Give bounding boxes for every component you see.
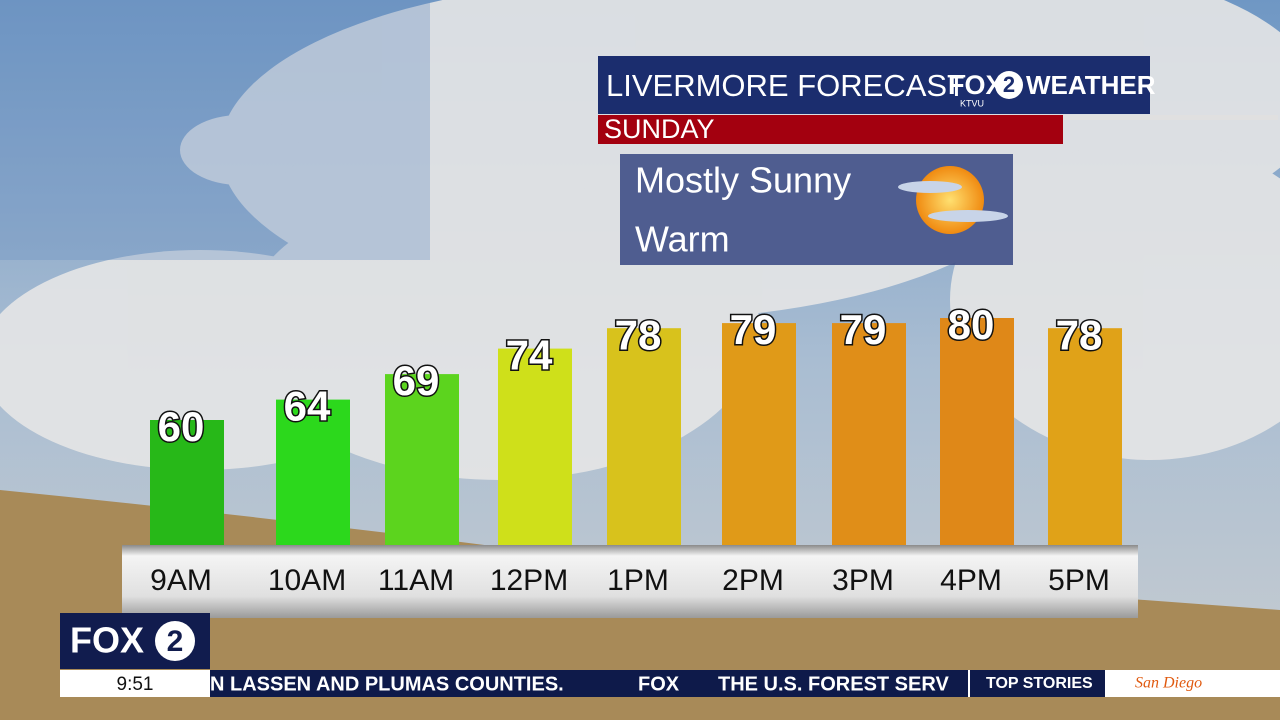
annotation: Mostly Sunny bbox=[635, 160, 851, 201]
x-tick-label: 4PM bbox=[940, 564, 1002, 597]
annotation: Warm bbox=[635, 219, 730, 260]
logo-circle bbox=[995, 71, 1023, 99]
corner-channel: 2 bbox=[167, 625, 184, 658]
ticker-divider bbox=[968, 670, 970, 697]
x-tick-label: 3PM bbox=[832, 564, 894, 597]
x-tick-label: 10AM bbox=[268, 564, 346, 597]
bar bbox=[940, 318, 1014, 545]
logo-channel: 2 bbox=[1003, 72, 1015, 97]
bar bbox=[150, 420, 224, 545]
value-label: 64 bbox=[284, 383, 331, 430]
clock: 9:51 bbox=[117, 674, 154, 695]
x-tick-label: 12PM bbox=[490, 564, 568, 597]
ticker-text: THE U.S. FOREST SERV bbox=[718, 673, 949, 695]
bar bbox=[1048, 328, 1122, 545]
corner-network: FOX bbox=[70, 620, 144, 661]
ticker-text: N LASSEN AND PLUMAS COUNTIES. bbox=[210, 673, 564, 695]
chart-title: LIVERMORE FORECAST bbox=[606, 68, 966, 103]
x-tick-label: 9AM bbox=[150, 564, 212, 597]
bar bbox=[498, 348, 572, 545]
axis-bar bbox=[122, 545, 1138, 618]
x-tick-label: 1PM bbox=[607, 564, 669, 597]
logo-station: KTVU bbox=[960, 98, 984, 108]
ad: San Diego bbox=[1135, 675, 1202, 692]
bar bbox=[722, 323, 796, 545]
ticker-separator: FOX bbox=[638, 673, 680, 695]
value-label: 60 bbox=[158, 403, 205, 450]
subtitle-box bbox=[598, 115, 1063, 144]
value-label: 78 bbox=[1056, 311, 1103, 358]
value-label: 69 bbox=[393, 357, 440, 404]
x-tick-label: 2PM bbox=[722, 564, 784, 597]
blue-sky bbox=[0, 0, 430, 260]
value-label: 80 bbox=[948, 301, 995, 348]
ad-box bbox=[1105, 670, 1280, 697]
chart-subtitle: SUNDAY bbox=[604, 114, 715, 144]
x-tick-label: 11AM bbox=[378, 564, 454, 597]
logo-network: FOX bbox=[948, 70, 1004, 100]
title-rule bbox=[1063, 115, 1278, 120]
bar bbox=[276, 399, 350, 545]
ticker bbox=[210, 670, 1105, 697]
title-box bbox=[598, 56, 1150, 114]
weather-icon bbox=[898, 166, 1008, 234]
bar bbox=[607, 328, 681, 545]
logo-weather: WEATHER bbox=[1026, 70, 1156, 100]
x-tick-label: 5PM bbox=[1048, 564, 1110, 597]
ticker-section: TOP STORIES bbox=[986, 675, 1093, 692]
bar bbox=[832, 323, 906, 545]
value-label: 74 bbox=[506, 332, 553, 379]
bar bbox=[385, 374, 459, 545]
value-label: 78 bbox=[615, 311, 662, 358]
corner-circle bbox=[155, 621, 195, 661]
clock-box bbox=[60, 670, 210, 697]
value-label: 79 bbox=[840, 306, 887, 353]
value-label: 79 bbox=[730, 306, 777, 353]
